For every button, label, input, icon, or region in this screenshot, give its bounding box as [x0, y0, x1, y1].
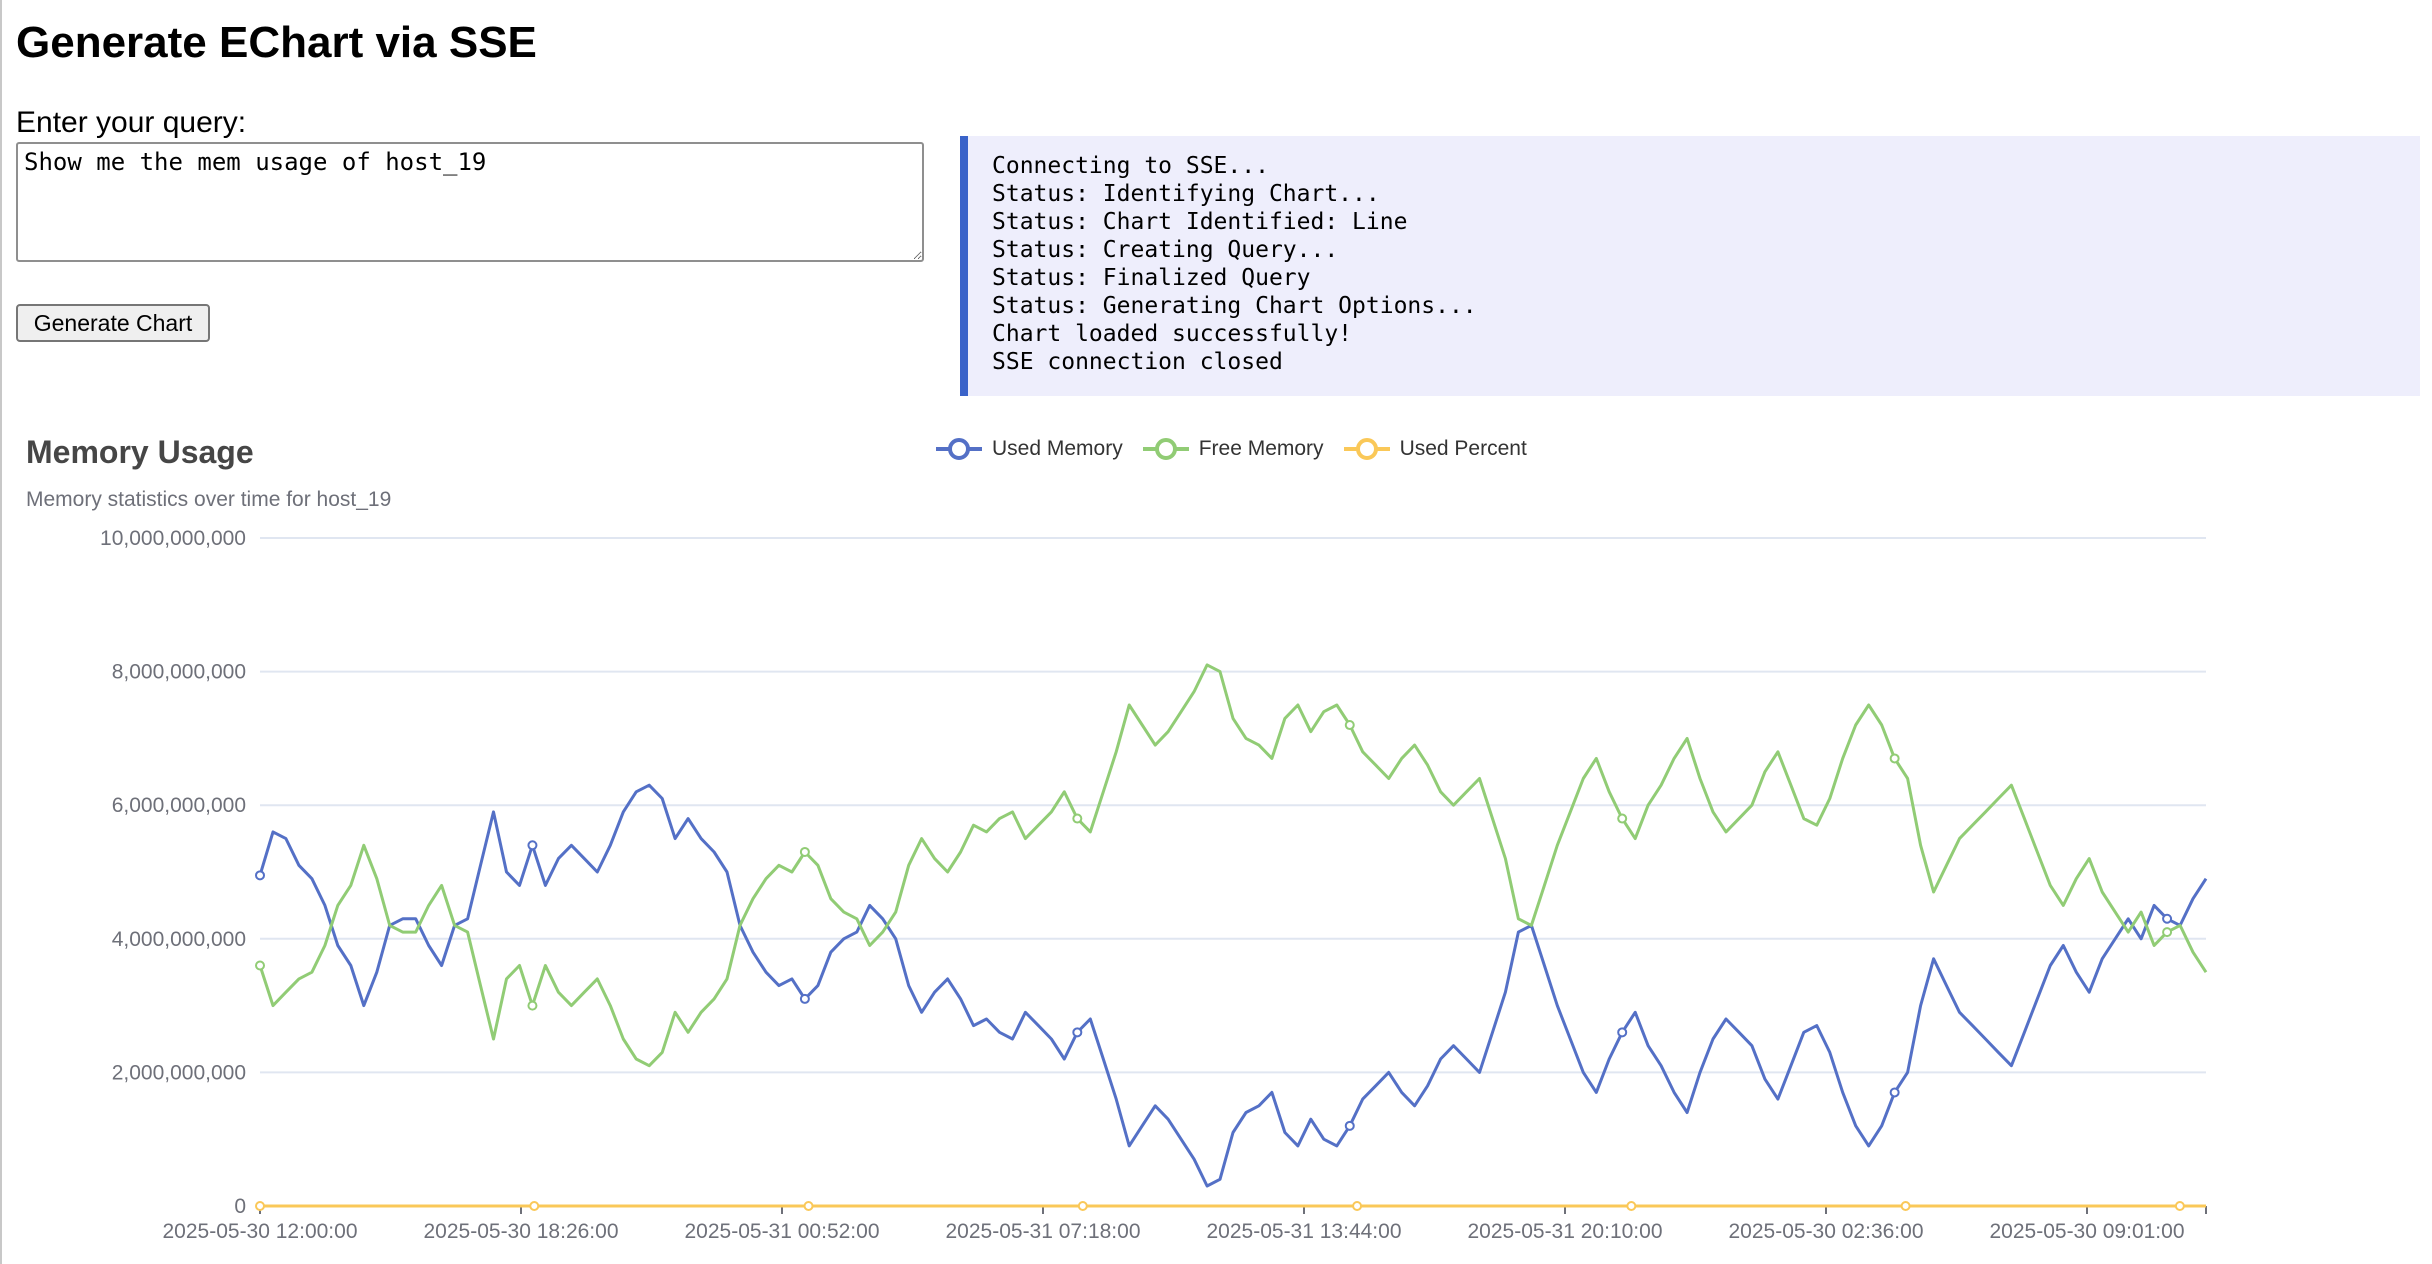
log-line: Connecting to SSE... [992, 153, 1269, 179]
data-point [1072, 1027, 1083, 1038]
data-point [2174, 1201, 2185, 1211]
log-line: Status: Creating Query... [992, 237, 1339, 263]
data-point [1889, 753, 1900, 764]
data-point [2162, 927, 2173, 938]
data-point [1617, 813, 1628, 824]
y-tick-label: 10,000,000,000 [100, 527, 246, 550]
used-memory-line [258, 783, 2208, 1188]
y-tick-label: 4,000,000,000 [112, 928, 246, 951]
data-point [1344, 720, 1355, 731]
data-point [1352, 1201, 1363, 1211]
data-point [799, 993, 810, 1004]
log-line: Status: Chart Identified: Line [992, 209, 1408, 235]
chart-legend: Used Memory Free Memory Used Percent [936, 436, 1527, 462]
y-tick-label: 2,000,000,000 [112, 1061, 246, 1084]
x-tick-label: 2025-05-31 07:18:00 [946, 1220, 1141, 1243]
legend-label: Free Memory [1198, 437, 1324, 460]
x-tick-label: 2025-05-30 02:36:00 [1729, 1220, 1924, 1243]
status-log: Connecting to SSE... Status: Identifying… [960, 136, 2420, 396]
data-point [1072, 813, 1083, 824]
y-tick-label: 0 [234, 1195, 246, 1218]
legend-free-icon [1142, 438, 1189, 460]
data-point [1077, 1201, 1088, 1211]
x-tick-label: 2025-05-31 20:10:00 [1468, 1220, 1663, 1243]
log-line: Status: Finalized Query [992, 265, 1311, 291]
chart-title: Memory Usage [26, 434, 254, 470]
chart-subtitle: Memory statistics over time for host_19 [26, 488, 392, 511]
generate-chart-button[interactable]: Generate Chart [16, 304, 210, 342]
data-point [527, 1000, 538, 1011]
data-point [803, 1201, 814, 1211]
y-tick-label: 6,000,000,000 [112, 794, 246, 817]
free-memory-line [258, 663, 2208, 1068]
data-point [529, 1201, 540, 1211]
data-point [2162, 913, 2173, 924]
log-line: Chart loaded successfully! [992, 321, 1353, 347]
data-point [1617, 1027, 1628, 1038]
log-line: Status: Generating Chart Options... [992, 293, 1477, 319]
data-point [1889, 1087, 1900, 1098]
page-title: Generate EChart via SSE [16, 18, 537, 67]
legend-item-used-percent[interactable]: Used Percent [1343, 436, 1527, 462]
x-tick-label: 2025-05-30 09:01:00 [1990, 1220, 2185, 1243]
log-line: Status: Identifying Chart... [992, 181, 1380, 207]
log-line: SSE connection closed [992, 349, 1283, 375]
data-point [1344, 1120, 1355, 1131]
data-point [799, 846, 810, 857]
legend-percent-icon [1343, 438, 1390, 460]
data-point [255, 870, 265, 881]
legend-label: Used Percent [1399, 437, 1527, 460]
legend-item-used-memory[interactable]: Used Memory [936, 436, 1123, 462]
legend-label: Used Memory [992, 437, 1123, 460]
x-tick-label: 2025-05-31 00:52:00 [685, 1220, 880, 1243]
data-point [255, 1201, 265, 1211]
query-input[interactable] [16, 142, 924, 262]
data-point [255, 960, 265, 971]
legend-used-icon [936, 438, 982, 460]
legend-item-free-memory[interactable]: Free Memory [1142, 436, 1324, 462]
x-tick-label: 2025-05-30 12:00:00 [163, 1220, 358, 1243]
data-point [527, 840, 538, 851]
data-point [1900, 1201, 1911, 1211]
query-label: Enter your query: [16, 106, 247, 139]
x-tick-label: 2025-05-30 18:26:00 [424, 1220, 619, 1243]
y-tick-label: 8,000,000,000 [112, 661, 246, 684]
x-tick-label: 2025-05-31 13:44:00 [1207, 1220, 1402, 1243]
data-point [1626, 1201, 1637, 1211]
